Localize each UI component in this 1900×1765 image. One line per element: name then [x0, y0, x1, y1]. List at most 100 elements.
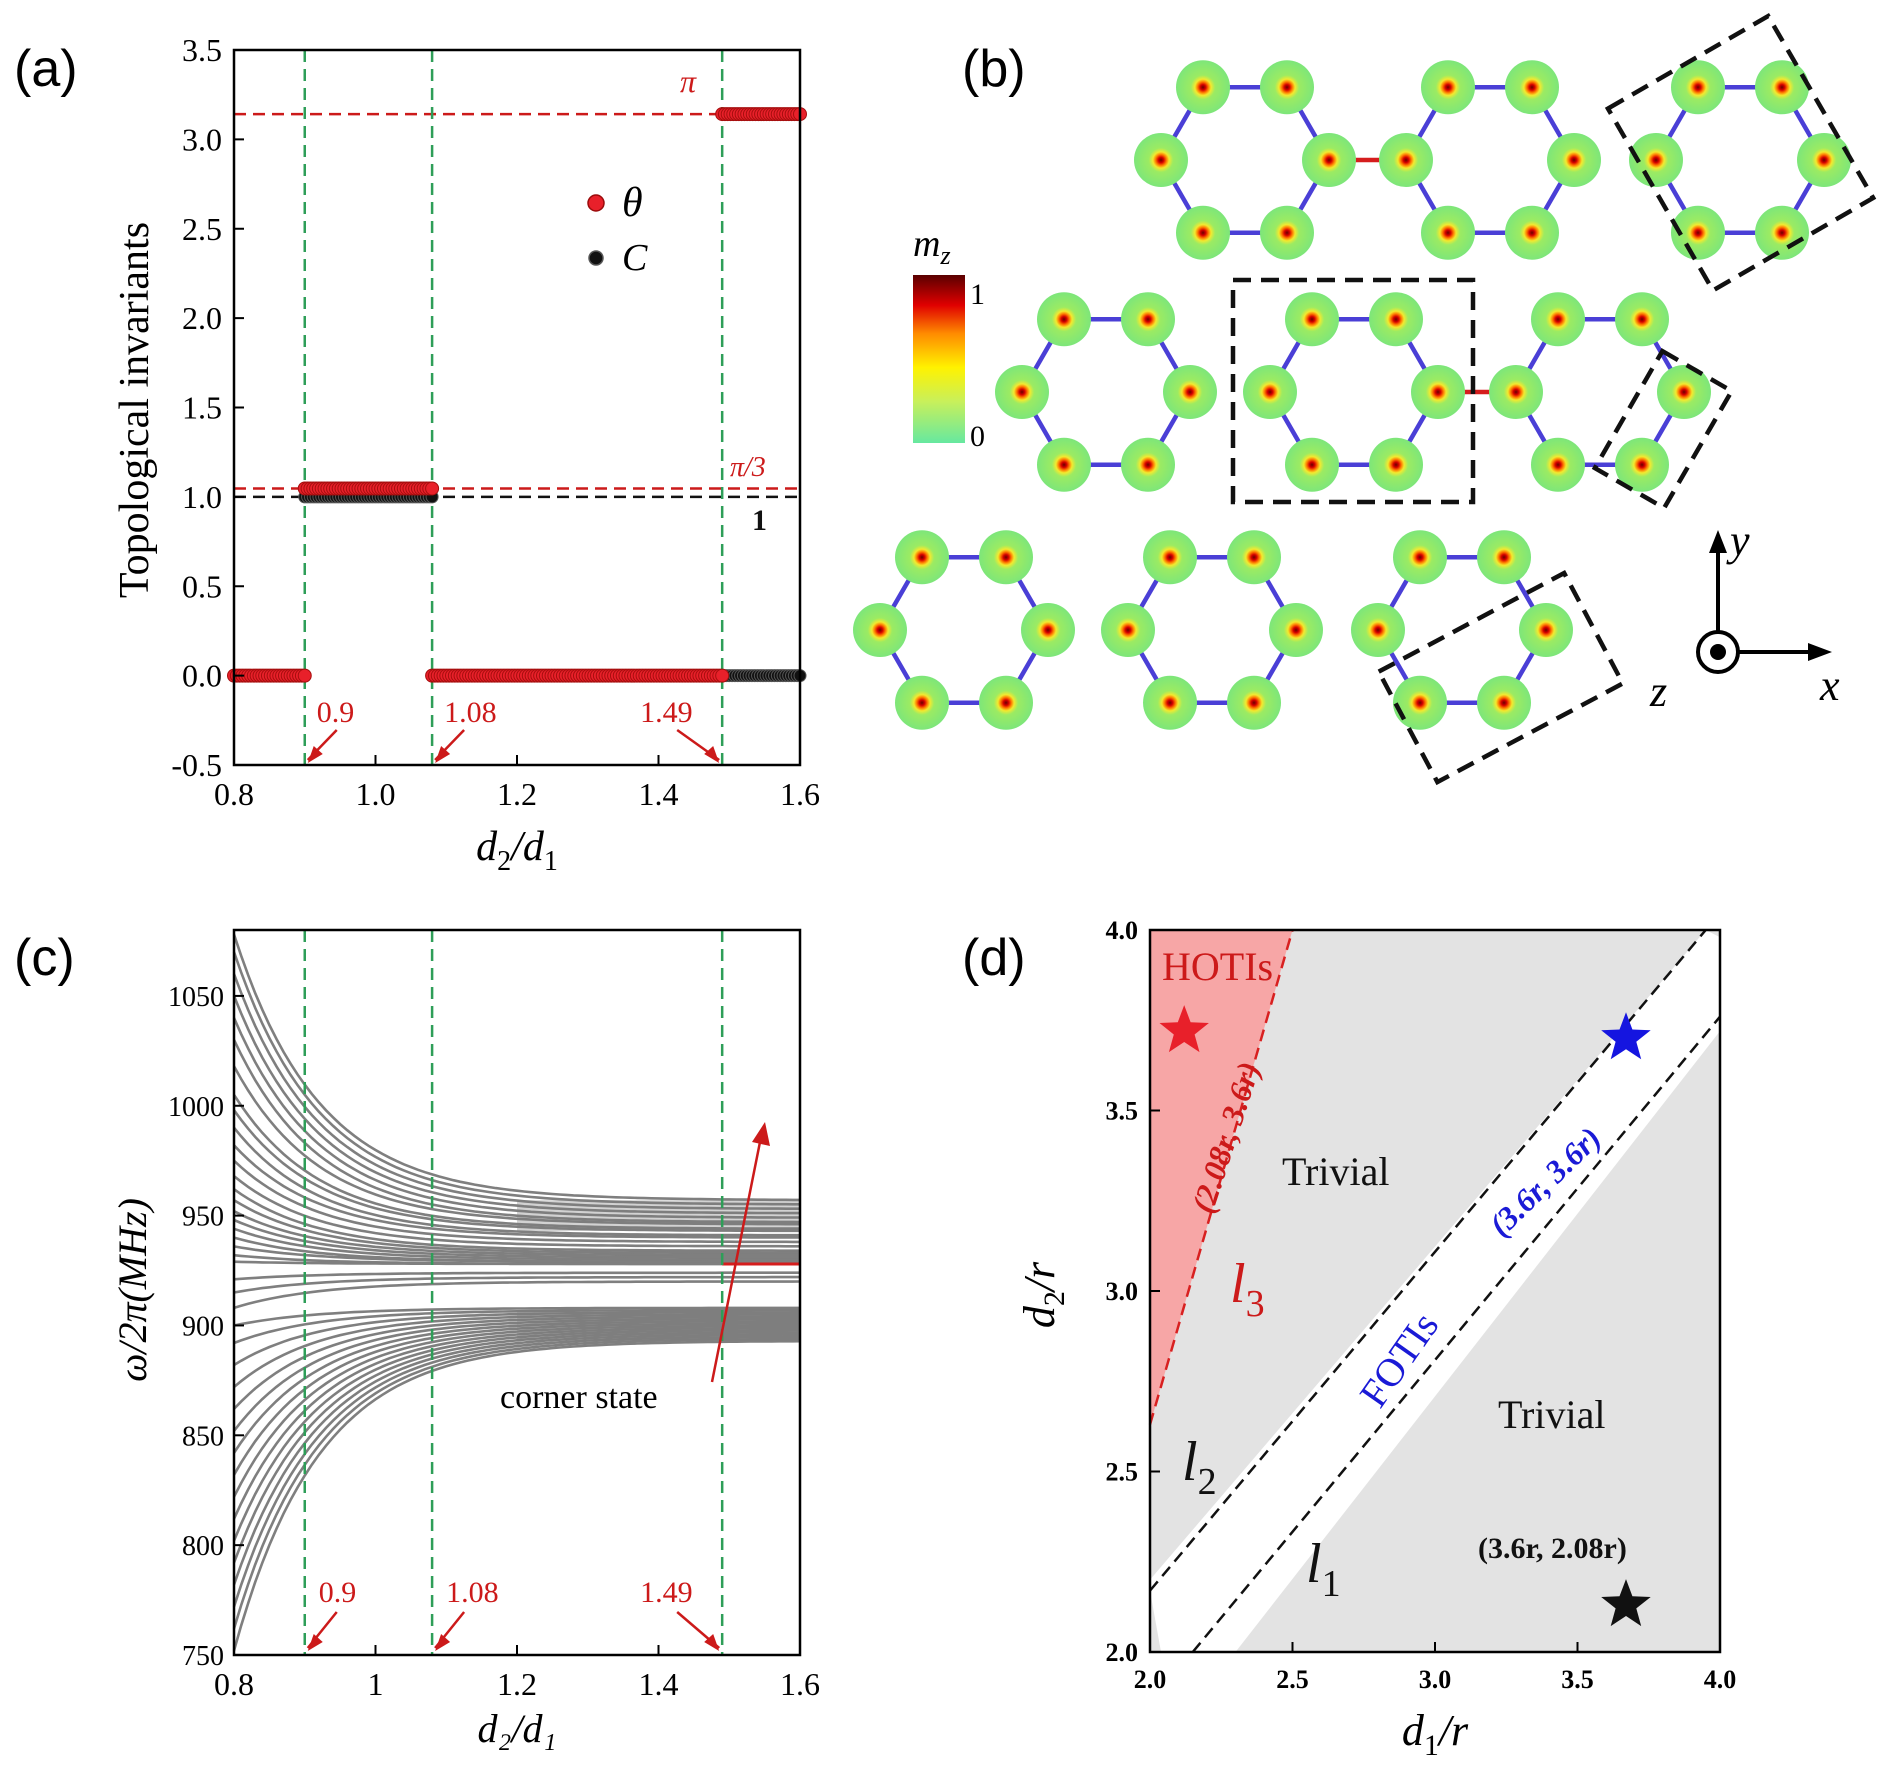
y-arrow-head	[1709, 530, 1727, 553]
bulk-unit-cell-box	[1230, 277, 1476, 505]
magnetic-disk-site	[1285, 292, 1339, 347]
eigenfrequency-band	[233, 1260, 800, 1266]
y-tick-label: 950	[182, 1202, 224, 1233]
magnetic-disk-site	[1037, 292, 1091, 347]
magnetic-disk-site	[1489, 365, 1543, 419]
magnetic-disk-site	[1657, 365, 1711, 419]
magnetic-disk-site	[1411, 365, 1465, 419]
magnetic-disk-site	[1615, 292, 1669, 347]
magnetic-disk-site	[1143, 530, 1197, 585]
corner-state-arrow	[710, 1131, 764, 1383]
eigenfrequency-band	[233, 1144, 801, 1239]
magnetic-disk-site	[1519, 603, 1573, 657]
magnetic-disk-site	[1176, 60, 1230, 115]
hline-label-one: 1	[752, 504, 767, 537]
y-tick-label: 1.0	[182, 479, 222, 515]
magnetic-disk-site	[895, 530, 949, 585]
magnetic-disk-site	[1037, 437, 1091, 492]
star-foti	[1601, 1012, 1651, 1060]
legend-chern-marker	[588, 250, 604, 266]
magnetic-disk-site	[1260, 205, 1314, 260]
panel-label-d: (d)	[962, 929, 1026, 987]
panel-label-c: (c)	[14, 929, 75, 987]
point-theta	[297, 668, 312, 683]
eigenfrequency-band	[232, 1326, 800, 1520]
boundary-line-l3	[1148, 929, 1294, 1425]
x-tick-label: 1	[368, 1666, 384, 1702]
corner-box-right	[1591, 348, 1735, 512]
magnetic-disk-site	[1101, 603, 1155, 657]
corner-state-label: corner state	[500, 1379, 658, 1416]
y-tick-label: 2.5	[1106, 1458, 1139, 1487]
magnetic-disk-site	[1671, 205, 1725, 260]
boundary-line-l1	[1191, 1015, 1721, 1653]
x-tick-label: 4.0	[1704, 1665, 1737, 1694]
panel-label-b: (b)	[962, 40, 1026, 98]
magnetic-disk-site	[1671, 60, 1725, 115]
eigenfrequency-band	[232, 1322, 800, 1476]
hline-label-pi: π	[680, 63, 697, 99]
magnetic-disk-site	[979, 675, 1033, 730]
magnetic-disk-site	[1421, 205, 1475, 260]
y-tick-label: 1.5	[182, 390, 222, 426]
chart-d-xlabel: d1/r	[1402, 1706, 1469, 1762]
chart-a-legend: θ C	[587, 180, 648, 279]
x-tick-label: 1.2	[497, 776, 537, 812]
y-tick-label: 2.0	[182, 300, 222, 336]
y-tick-label: 3.0	[182, 121, 222, 157]
x-tick-label: 1.6	[780, 776, 820, 812]
eigenfrequency-band	[232, 1109, 800, 1233]
eigenfrequency-band	[232, 1065, 800, 1226]
eigenfrequency-band	[233, 1210, 800, 1257]
chart-c-xlabel: d₂/d₁	[478, 1706, 557, 1751]
x-tick-label: 2.0	[1134, 1665, 1167, 1694]
magnetic-disk-site	[1421, 60, 1475, 115]
magnetic-disk-site	[1393, 530, 1447, 585]
x-tick-label: 3.0	[1419, 1665, 1452, 1694]
chart-c-annotations: 0.9 1.08 1.49	[306, 1122, 770, 1651]
chart-a-xlabel: d2/d1	[476, 824, 558, 877]
magnetic-disk-site	[1797, 133, 1851, 187]
magnetic-disk-site	[1143, 675, 1197, 730]
magnetic-disk-site	[1547, 133, 1601, 187]
annotation-arrow-head	[435, 746, 451, 763]
magnetic-disk-site	[1285, 437, 1339, 492]
eigenfrequency-band	[232, 1094, 800, 1230]
annotation-arrow-head	[704, 746, 720, 763]
magnetic-disk-site	[1477, 675, 1531, 730]
magnetic-disk-site	[1531, 292, 1585, 347]
chart-d-ylabel: d2/r	[1015, 1261, 1071, 1328]
chart-a-annotations: 0.9 1.08 1.49	[306, 696, 720, 763]
magnetic-disk-site	[1755, 60, 1809, 115]
x-tick-label: 1.2	[497, 1666, 537, 1702]
chart-c-plot-area	[232, 930, 801, 1655]
y-tick-label: 1000	[168, 1092, 224, 1123]
chart-d-ticks: 2.0 2.5 3.0 3.5 4.0 2.0 2.5 3.0 3.5 4.0	[1106, 916, 1737, 1694]
coordinate-axes: y x z	[1649, 516, 1840, 716]
magnetic-disk-site	[1351, 603, 1405, 657]
y-tick-label: 2.5	[182, 211, 222, 247]
transition-annotation: 1.08	[446, 1576, 499, 1609]
x-tick-label: 3.5	[1561, 1665, 1594, 1694]
magnetic-disk-site	[1477, 530, 1531, 585]
eigenfrequency-band	[233, 1175, 800, 1248]
magnetic-disk-site	[1176, 205, 1230, 260]
eigenfrequency-band	[233, 1313, 800, 1389]
annotation-arrow-head	[435, 1634, 451, 1651]
y-tick-label: 4.0	[1106, 916, 1139, 945]
magnetic-disk-site	[1615, 437, 1669, 492]
chart-a-plot-area	[227, 50, 807, 765]
magnetic-disk-site	[1163, 365, 1217, 419]
y-tick-label: 3.5	[182, 32, 222, 68]
eigenfrequency-band	[233, 1306, 800, 1327]
magnetic-disk-site	[895, 675, 949, 730]
eigenfrequency-band	[232, 951, 800, 1206]
eigenfrequency-band	[232, 933, 800, 1202]
magnetic-disk-site	[995, 365, 1049, 419]
y-tick-label: 0.5	[182, 568, 222, 604]
boundary-line-l2	[1149, 929, 1707, 1592]
y-tick-label: 3.5	[1106, 1097, 1139, 1126]
magnetic-disk-site	[1227, 675, 1281, 730]
panel-a: (a) 0.8 1.0 1.2 1.4 1.6 -0.5 0.0 0.5 1.0 1.5 2.0 2.…	[14, 32, 820, 877]
chart-c-ticks: 0.8 1 1.2 1.4 1.6 750 800 850 900 950 1000 1050	[168, 982, 820, 1702]
